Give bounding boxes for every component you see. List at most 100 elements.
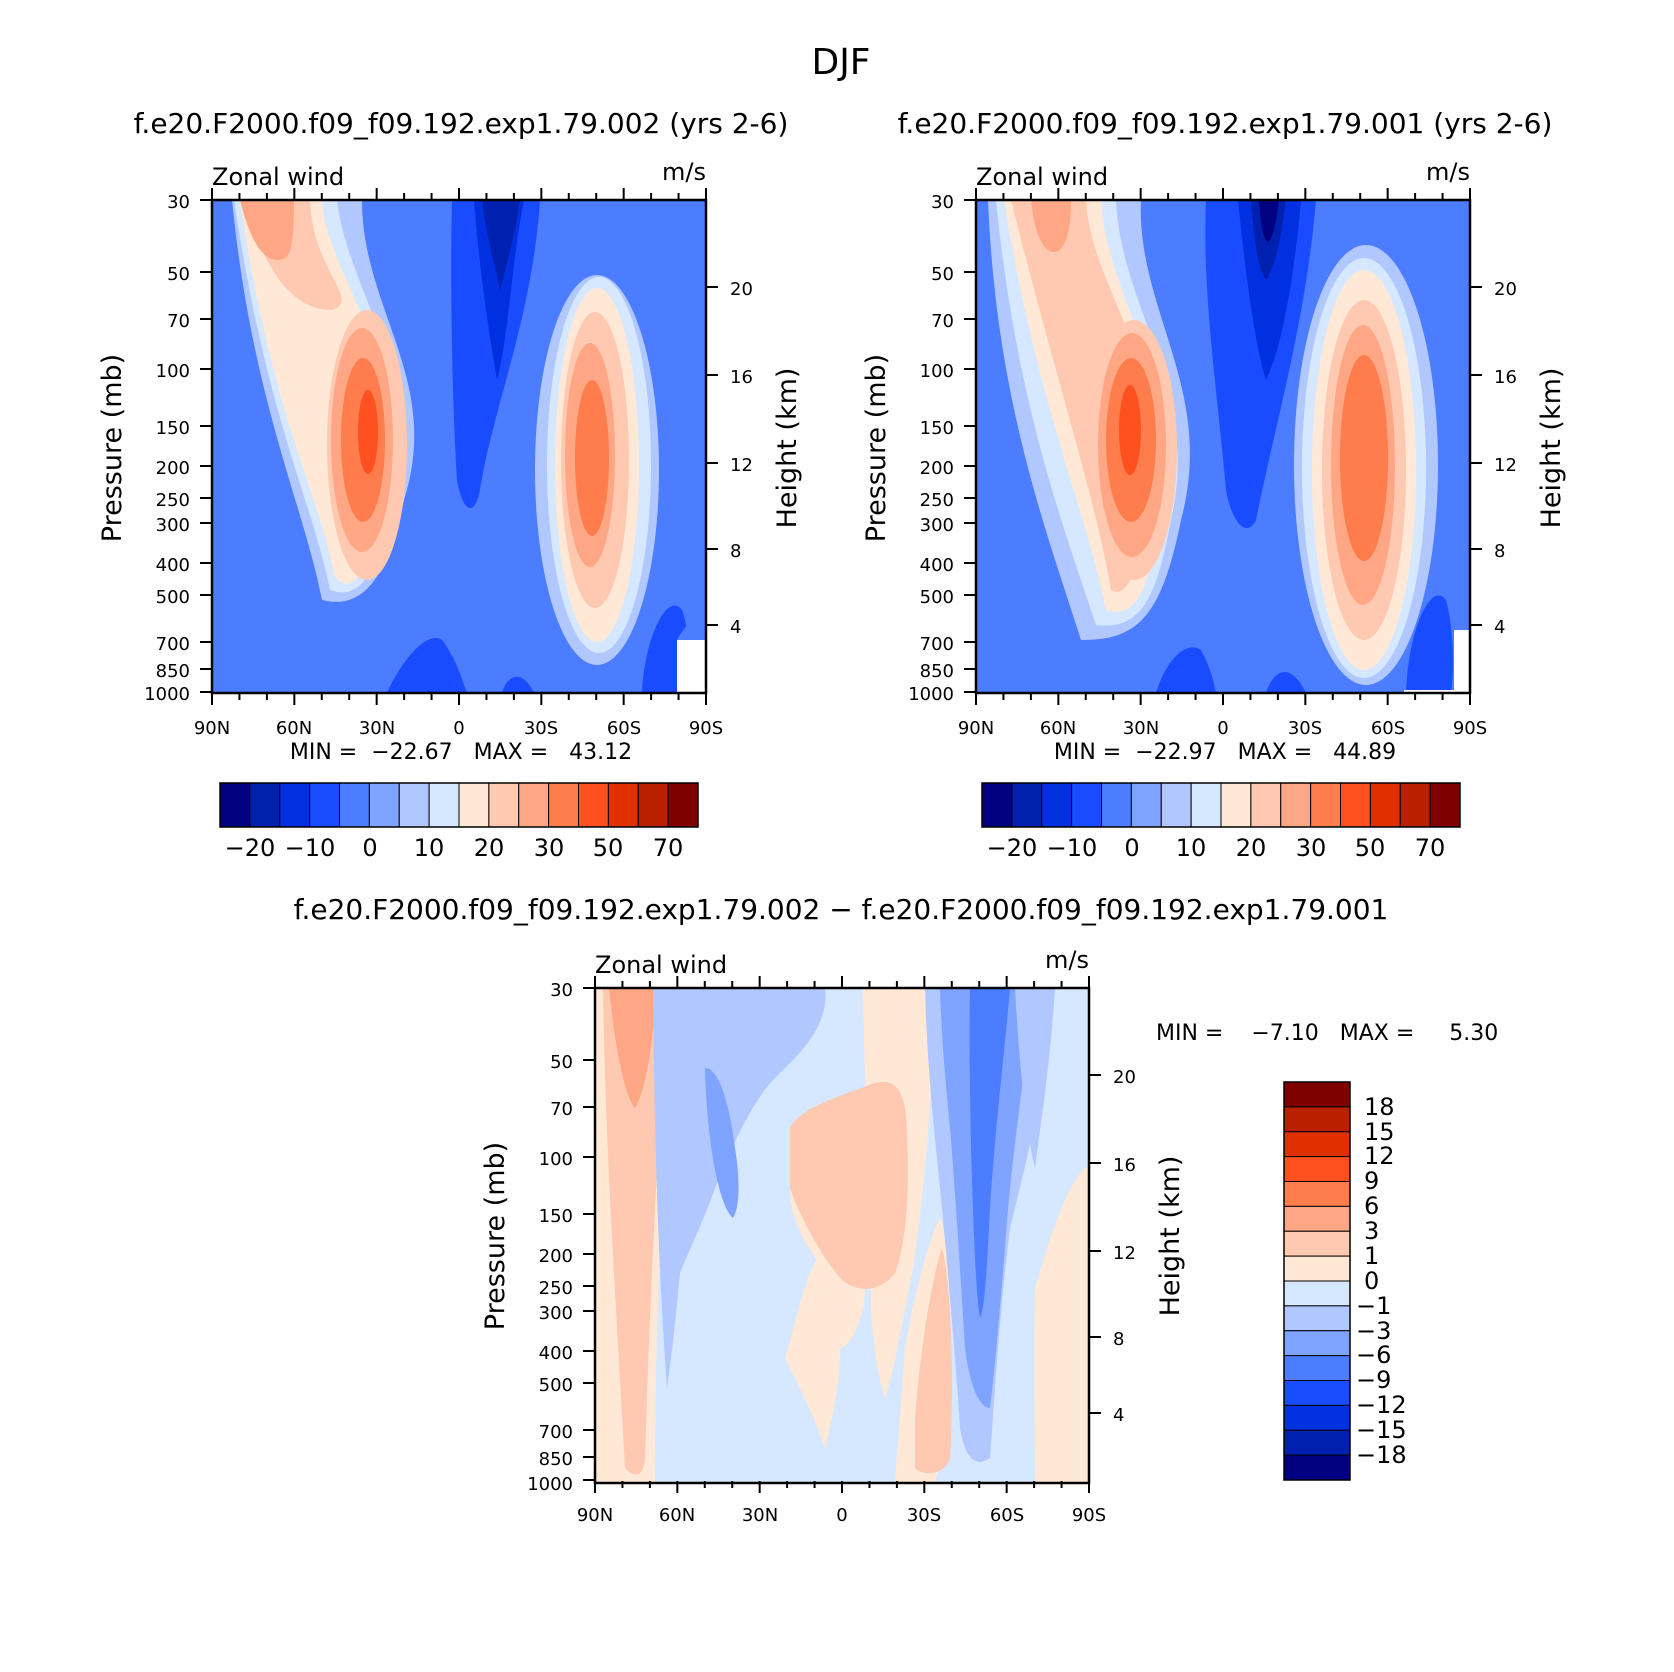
panel-c-y-tick: 300: [539, 1303, 573, 1324]
panel-c-y-tick: 50: [550, 1052, 573, 1073]
panel-b-height-tick: 8: [1494, 541, 1505, 562]
panel-c-y-tick: 1000: [527, 1474, 573, 1495]
panel-c-y-tick: 700: [539, 1422, 573, 1443]
colorbar-swatch: [1283, 1355, 1351, 1381]
panel-a-y-tick: 300: [156, 515, 190, 536]
panel-c-colorbar-label: −15: [1356, 1416, 1407, 1444]
panel-a-x-tick: 30N: [359, 718, 395, 739]
panel-b-colorbar-label: 70: [1415, 834, 1446, 862]
colorbar-swatch: [1340, 782, 1371, 828]
colorbar-swatch: [1101, 782, 1132, 828]
panel-a-height-tick: 8: [730, 541, 741, 562]
panel-a-y-tick: 700: [156, 634, 190, 655]
panel-b-height-axis-label: Height (km): [1536, 368, 1567, 529]
panel-b-x-ticks: 90N 60N 30N 0 30S 60S 90S: [958, 718, 1487, 739]
panel-c-height-tick: 4: [1113, 1405, 1124, 1426]
colorbar-swatch: [1041, 782, 1073, 828]
colorbar-swatch: [1283, 1305, 1351, 1332]
panel-c-height-ticks: 20 16 12 8 4: [1113, 1067, 1136, 1426]
panel-b-min-max: MIN = −22.97 MAX = 44.89: [1054, 740, 1396, 765]
panel-a-height-axis-label: Height (km): [772, 368, 803, 529]
panel-c-y-tick: 250: [539, 1278, 573, 1299]
panel-a-colorbar-label: 70: [653, 834, 684, 862]
axis-tick-marks: [200, 188, 1482, 1493]
panel-a-y-ticks: 30 50 70 100 150 200 250 300 400 500 700…: [144, 192, 190, 705]
panel-c-x-ticks: 90N 60N 30N 0 30S 60S 90S: [577, 1505, 1106, 1526]
panel-b-colorbar-label: 10: [1176, 834, 1207, 862]
colorbar-swatch: [667, 782, 699, 828]
panel-b-y-tick: 400: [920, 555, 954, 576]
panel-c-height-tick: 8: [1113, 1329, 1124, 1350]
panel-c-colorbar-label: 18: [1364, 1093, 1395, 1121]
panel-a-x-tick: 60N: [276, 718, 312, 739]
panel-b-left-label: Zonal wind: [976, 163, 1108, 191]
panel-a-colorbar-label: 50: [593, 834, 624, 862]
panel-b-y-tick: 30: [931, 192, 954, 213]
panel-c-units-label: m/s: [1045, 946, 1089, 974]
panel-a-y-axis-label: Pressure (mb): [97, 354, 128, 542]
panel-b-units-label: m/s: [1426, 158, 1470, 186]
panel-b-colorbar-labels: −20 −10 0 10 20 30 50 70: [987, 834, 1446, 862]
colorbar-swatch: [1283, 1404, 1351, 1431]
panel-b-title: f.e20.F2000.f09_f09.192.exp1.79.001 (yrs…: [898, 107, 1553, 140]
colorbar-swatch: [1283, 1230, 1351, 1257]
panel-b-y-axis-label: Pressure (mb): [861, 354, 892, 542]
panel-a-y-tick: 50: [167, 264, 190, 285]
panel-c-colorbar-label: −9: [1356, 1366, 1391, 1394]
panel-b-y-ticks: 30 50 70 100 150 200 250 300 400 500 700…: [908, 192, 954, 705]
panel-b-y-tick: 150: [920, 418, 954, 439]
panel-b-colorbar-label: 20: [1236, 834, 1267, 862]
panel-c-y-tick: 850: [539, 1449, 573, 1470]
colorbar-swatch: [578, 782, 609, 828]
colorbar-swatch: [1190, 782, 1222, 828]
colorbar-swatch: [1280, 782, 1312, 828]
panel-c-y-tick: 70: [550, 1099, 573, 1120]
panel-a-units-label: m/s: [662, 158, 706, 186]
colorbar-swatch: [1369, 782, 1401, 828]
panel-b-colorbar-label: 0: [1124, 834, 1139, 862]
colorbar-swatch: [518, 782, 550, 828]
panel-b-colorbar-label: 30: [1296, 834, 1327, 862]
panel-a-x-tick: 90S: [689, 718, 723, 739]
panel-a-colorbar-label: −20: [225, 834, 276, 862]
panel-c-x-tick: 30N: [742, 1505, 778, 1526]
colorbar-swatch: [607, 782, 639, 828]
panel-c-height-axis-label: Height (km): [1155, 1156, 1186, 1317]
panel-a-colorbar-label: 20: [474, 834, 505, 862]
panel-c-colorbar-label: 9: [1364, 1167, 1379, 1195]
panel-a-y-tick: 70: [167, 311, 190, 332]
panel-a-height-tick: 20: [730, 279, 753, 300]
panel-a-height-tick: 16: [730, 367, 753, 388]
panel-a-height-tick: 12: [730, 455, 753, 476]
panel-a-colorbar-label: 0: [362, 834, 377, 862]
panel-c-title: f.e20.F2000.f09_f09.192.exp1.79.002 − f.…: [294, 893, 1389, 926]
colorbar-swatch: [1071, 782, 1102, 828]
colorbar-swatch: [368, 782, 400, 828]
panel-b-colorbar-label: −20: [987, 834, 1038, 862]
panel-c-colorbar-label: −18: [1356, 1441, 1407, 1469]
colorbar-swatch: [339, 782, 370, 828]
panel-b-y-tick: 700: [920, 634, 954, 655]
panel-c-colorbar-label: 0: [1364, 1267, 1379, 1295]
panel-c-y-ticks: 30 50 70 100 150 200 250 300 400 500 700…: [527, 980, 573, 1495]
panel-c-y-axis-label: Pressure (mb): [480, 1142, 511, 1330]
panel-c-height-tick: 20: [1113, 1067, 1136, 1088]
colorbar-swatch: [1283, 1454, 1351, 1481]
panel-b-height-tick: 16: [1494, 367, 1517, 388]
panel-a-y-tick: 1000: [144, 684, 190, 705]
panel-a-x-tick: 60S: [607, 718, 641, 739]
colorbar-swatch: [1429, 782, 1461, 828]
panel-a-x-tick: 0: [453, 718, 464, 739]
colorbar-swatch: [637, 782, 669, 828]
panel-b-y-tick: 50: [931, 264, 954, 285]
panel-a-y-tick: 500: [156, 587, 190, 608]
colorbar-swatch: [1283, 1181, 1351, 1207]
colorbar-swatch: [1283, 1205, 1351, 1232]
colorbar-swatch: [249, 782, 281, 828]
panel-b-y-tick: 850: [920, 661, 954, 682]
panel-c-colorbar-label: 3: [1364, 1217, 1379, 1245]
colorbar-swatch: [1283, 1330, 1351, 1357]
panel-b-x-tick: 30N: [1123, 718, 1159, 739]
panel-c-colorbar-labels: 18 15 12 9 6 3 1 0 −1 −3 −6 −9 −12 −15 −…: [1356, 1093, 1407, 1469]
panel-c-x-tick: 30S: [907, 1505, 941, 1526]
